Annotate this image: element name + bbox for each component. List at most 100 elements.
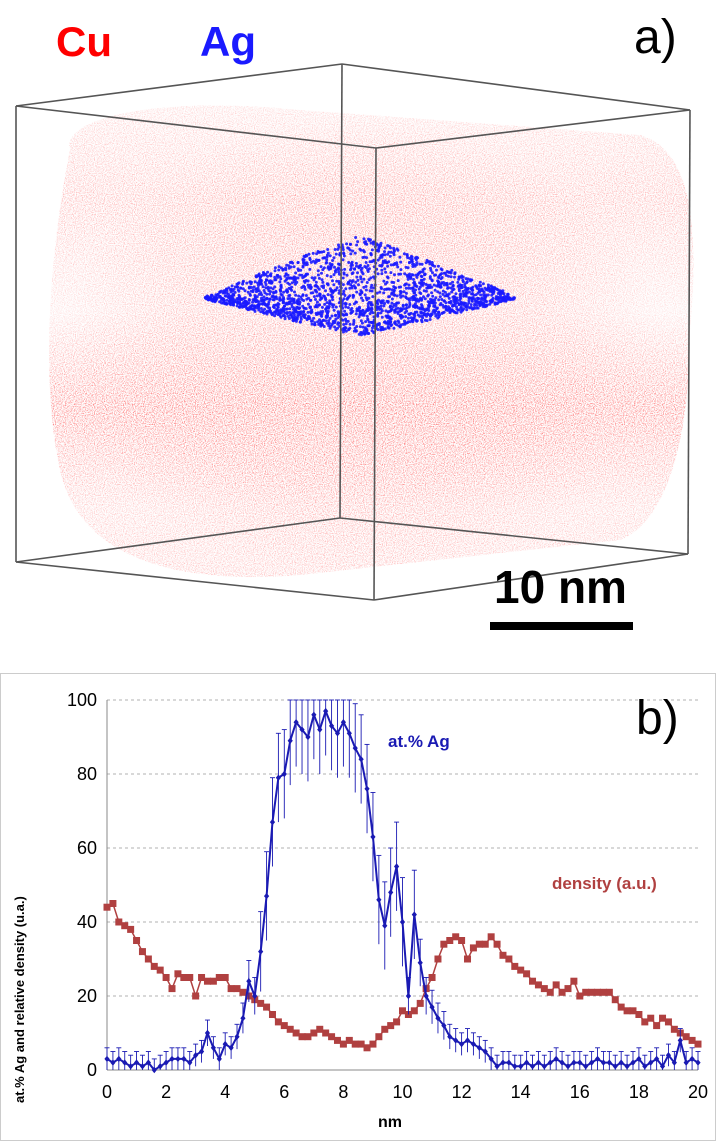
ag-atom-dot (229, 303, 233, 307)
density-point (109, 900, 117, 907)
ag-atom-dot (342, 330, 345, 334)
ag-atom-dot (250, 280, 253, 284)
ag-atom-dot (235, 285, 239, 289)
ag-atom-dot (360, 290, 364, 294)
ag-atom-dot (492, 286, 496, 290)
ag-atom-dot (241, 301, 245, 305)
ag-atom-dot (254, 304, 258, 308)
ag-atom-dot (357, 283, 360, 287)
ag-atom-dot (416, 313, 420, 317)
density-point (552, 981, 560, 989)
ag-point (240, 1015, 246, 1022)
ag-atom-dot (328, 262, 332, 266)
ag-atom-dot (309, 287, 313, 291)
ag-atom-dot (501, 289, 505, 293)
ag-atom-dot (431, 298, 435, 302)
ag-atom-dot (447, 270, 451, 274)
ag-atom-dot (406, 275, 410, 279)
ag-atom-dot (364, 327, 368, 331)
ag-atom-dot (395, 301, 399, 305)
ag-atom-dot (421, 316, 425, 320)
ag-atom-dot (279, 266, 283, 270)
ag-atom-dot (362, 237, 366, 241)
ag-atom-dot (396, 248, 400, 252)
ag-atom-dot (312, 295, 316, 299)
ag-atom-dot (408, 297, 411, 301)
ag-atom-dot (387, 260, 391, 264)
ag-point (577, 1059, 583, 1066)
ag-atom-dot (460, 276, 464, 279)
scale-bar-label: 10 nm (494, 561, 627, 613)
ag-point (630, 1059, 636, 1066)
ag-atom-dot (291, 261, 295, 265)
ag-atom-dot (363, 311, 367, 315)
ag-atom-dot (369, 309, 373, 313)
ag-atom-dot (354, 312, 358, 316)
ag-atom-dot (257, 289, 261, 293)
ag-atom-dot (245, 306, 249, 310)
ag-atom-dot (443, 294, 447, 298)
ag-atom-dot (446, 305, 450, 309)
ag-point (671, 1059, 677, 1066)
ag-atom-dot (413, 283, 417, 287)
density-point (351, 1040, 359, 1048)
ag-atom-dot (482, 290, 486, 294)
ag-atom-dot (299, 317, 303, 321)
ag-atom-dot (389, 317, 393, 321)
ag-atom-dot (379, 304, 383, 308)
density-point (629, 1007, 637, 1015)
ag-point (364, 785, 370, 792)
ag-atom-dot (426, 260, 430, 264)
ag-atom-dot (389, 250, 393, 254)
ag-atom-dot (500, 298, 504, 302)
ag-atom-dot (203, 296, 207, 300)
ag-atom-dot (342, 292, 346, 295)
ag-point (169, 1055, 175, 1063)
ag-atom-dot (358, 325, 362, 329)
ag-atom-dot (314, 260, 318, 264)
ag-atom-dot (281, 268, 285, 272)
y-tick-label: 100 (67, 690, 97, 710)
ag-atom-dot (285, 312, 289, 316)
ag-atom-dot (360, 312, 364, 316)
ag-atom-dot (479, 293, 483, 297)
ag-atom-dot (322, 266, 326, 270)
ag-point (299, 726, 305, 733)
ag-atom-dot (424, 312, 428, 316)
ag-atom-dot (282, 290, 286, 294)
ag-atom-dot (488, 289, 492, 293)
ag-atom-dot (383, 250, 386, 254)
ag-atom-dot (301, 265, 305, 269)
density-point (647, 1014, 655, 1022)
ag-point (417, 959, 423, 966)
y-tick-label: 60 (77, 838, 97, 858)
ag-atom-dot (436, 264, 440, 268)
density-point (292, 1029, 300, 1037)
ag-point (388, 889, 394, 896)
ag-atom-dot (363, 293, 367, 297)
density-point (298, 1033, 306, 1041)
ag-atom-dot (268, 273, 272, 277)
ag-atom-dot (465, 288, 469, 292)
ag-atom-dot (419, 278, 423, 282)
ag-atom-dot (383, 246, 387, 250)
ag-atom-dot (265, 296, 269, 300)
ag-atom-dot (387, 295, 391, 299)
ag-atom-dot (276, 305, 280, 309)
ag-atom-dot (394, 307, 398, 311)
density-point (428, 974, 436, 981)
ag-atom-dot (422, 281, 426, 285)
density-point (623, 1007, 631, 1015)
ag-atom-dot (426, 300, 430, 304)
ag-atom-dot (364, 285, 368, 288)
ag-atom-dot (425, 308, 429, 312)
ag-atom-dot (404, 291, 408, 295)
ag-atom-dot (262, 271, 266, 275)
ag-atom-dot (328, 316, 332, 320)
ag-atom-dot (236, 288, 240, 292)
ag-atom-dot (364, 320, 368, 324)
ag-atom-dot (292, 301, 296, 305)
density-point (511, 962, 519, 970)
ag-point (198, 1048, 205, 1055)
ag-atom-dot (441, 311, 445, 315)
